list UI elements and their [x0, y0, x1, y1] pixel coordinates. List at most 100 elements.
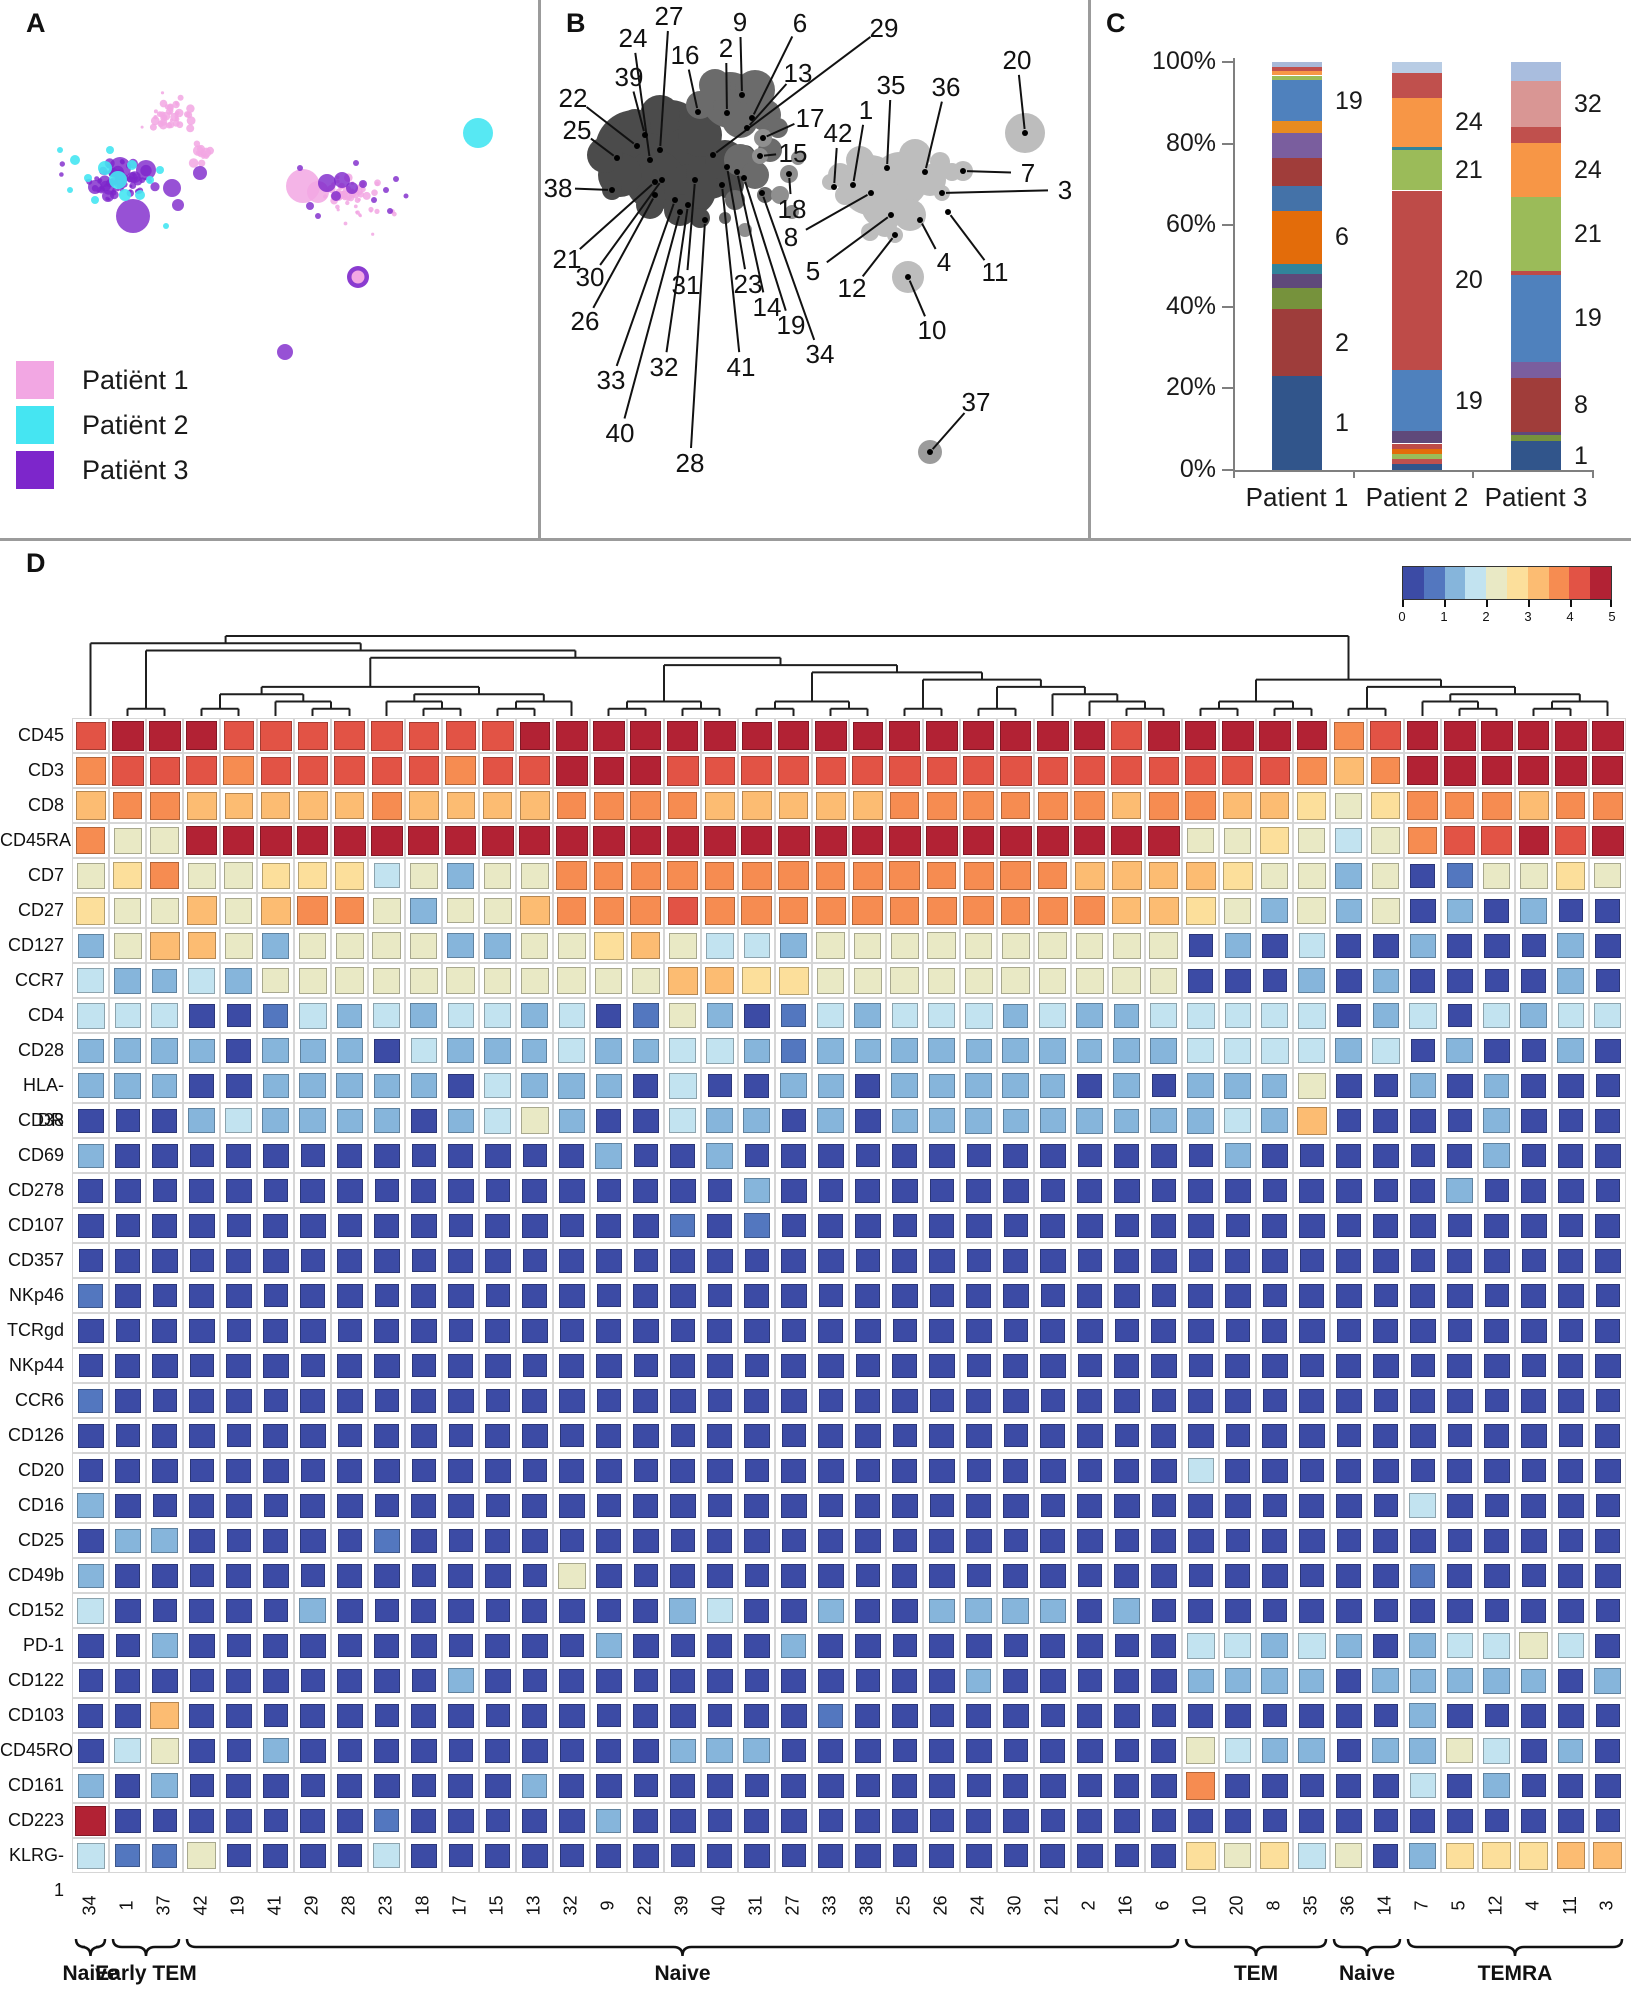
- heatmap-cell: [479, 1628, 516, 1663]
- x-tick: [1472, 470, 1474, 478]
- heatmap-cell: [1404, 1033, 1441, 1068]
- heatmap-cell: [1034, 1733, 1071, 1768]
- heatmap-cell: [220, 1418, 257, 1453]
- heatmap-cell: [1589, 788, 1626, 823]
- heatmap-cell: [109, 1348, 146, 1383]
- heatmap-cell: [146, 1663, 183, 1698]
- heatmap-cell: [1145, 1803, 1182, 1838]
- heatmap-cell: [812, 1523, 849, 1558]
- heatmap-cell: [1441, 1523, 1478, 1558]
- heatmap-cell: [1478, 718, 1515, 753]
- heatmap-cell: [1478, 1628, 1515, 1663]
- heatmap-cell: [368, 1698, 405, 1733]
- heatmap-cell: [738, 1733, 775, 1768]
- heatmap-cell: [442, 1558, 479, 1593]
- heatmap-cell: [294, 1663, 331, 1698]
- heatmap-cell: [812, 928, 849, 963]
- row-label: PD-1: [22, 1635, 64, 1655]
- heatmap-cell: [553, 1313, 590, 1348]
- heatmap-cell: [775, 788, 812, 823]
- heatmap-cell: [516, 1208, 553, 1243]
- bubble: [116, 188, 120, 192]
- heatmap-cell: [1478, 1593, 1515, 1628]
- heatmap-cell: [1108, 1033, 1145, 1068]
- heatmap-cell: [220, 1838, 257, 1873]
- heatmap-cell: [701, 1208, 738, 1243]
- heatmap-cell: [997, 858, 1034, 893]
- heatmap-cell: [109, 1453, 146, 1488]
- heatmap-cell: [1515, 753, 1552, 788]
- bubble: [156, 166, 164, 174]
- heatmap-cell: [331, 1628, 368, 1663]
- heatmap-cell: [1330, 1698, 1367, 1733]
- panel-a-label: A: [26, 8, 46, 38]
- heatmap-cell: [368, 893, 405, 928]
- heatmap-cell: [183, 1243, 220, 1278]
- heatmap-cell: [109, 1733, 146, 1768]
- heatmap-cell: [701, 1523, 738, 1558]
- heatmap-cell: [1219, 1628, 1256, 1663]
- heatmap-cell: [1404, 1243, 1441, 1278]
- heatmap-cell: [775, 823, 812, 858]
- heatmap-cell: [405, 1033, 442, 1068]
- cluster-number-label: 36: [932, 72, 961, 102]
- column-label: 18: [413, 1894, 433, 1916]
- column-label: 14: [1375, 1894, 1395, 1916]
- cluster-number-label: 34: [806, 339, 835, 369]
- row-label: CD69: [17, 1145, 64, 1165]
- heatmap-cell: [1441, 1068, 1478, 1103]
- heatmap-cell: [1256, 1068, 1293, 1103]
- heatmap-cell: [1367, 753, 1404, 788]
- row-label: CD278: [7, 1180, 64, 1200]
- heatmap-cell: [72, 1173, 109, 1208]
- cluster-blob: [725, 190, 745, 210]
- heatmap-cell: [368, 1523, 405, 1558]
- heatmap-cell: [1515, 1033, 1552, 1068]
- heatmap-cell: [1256, 788, 1293, 823]
- bubble: [160, 91, 165, 95]
- heatmap-cell: [1552, 823, 1589, 858]
- heatmap-cell: [886, 1663, 923, 1698]
- heatmap-cell: [146, 1698, 183, 1733]
- heatmap-cell: [738, 788, 775, 823]
- heatmap-cell: [849, 963, 886, 998]
- heatmap-cell: [368, 1733, 405, 1768]
- heatmap-cell: [849, 1733, 886, 1768]
- heatmap-cell: [1478, 1453, 1515, 1488]
- cluster-number-label: 32: [650, 352, 679, 382]
- heatmap-cell: [1589, 1208, 1626, 1243]
- heatmap-cell: [627, 1733, 664, 1768]
- heatmap-cell: [479, 1173, 516, 1208]
- heatmap-cell: [923, 1418, 960, 1453]
- heatmap-cell: [1108, 718, 1145, 753]
- heatmap-cell: [109, 1663, 146, 1698]
- bubble: [188, 158, 199, 168]
- heatmap-cell: [553, 788, 590, 823]
- heatmap-cell: [183, 1593, 220, 1628]
- heatmap-cell: [331, 858, 368, 893]
- heatmap-cell: [1330, 1033, 1367, 1068]
- heatmap-cell: [405, 928, 442, 963]
- heatmap-cell: [1441, 858, 1478, 893]
- heatmap-cell: [923, 858, 960, 893]
- heatmap-cell: [664, 963, 701, 998]
- heatmap-cell: [146, 1418, 183, 1453]
- heatmap-cell: [183, 1138, 220, 1173]
- heatmap-cell: [590, 928, 627, 963]
- heatmap-cell: [1515, 1488, 1552, 1523]
- heatmap-cell: [553, 1138, 590, 1173]
- heatmap-cell: [664, 1488, 701, 1523]
- heatmap-cell: [923, 1768, 960, 1803]
- heatmap-cell: [405, 1593, 442, 1628]
- callout-line: [579, 183, 653, 250]
- heatmap-cell: [146, 753, 183, 788]
- heatmap-cell: [1108, 1663, 1145, 1698]
- heatmap-cell: [1478, 1173, 1515, 1208]
- heatmap-cell: [1330, 1523, 1367, 1558]
- heatmap-cell: [923, 1663, 960, 1698]
- bar-segment: [1392, 97, 1442, 147]
- heatmap-cell: [1441, 1208, 1478, 1243]
- divider-top-bottom: [0, 538, 1631, 541]
- bar-segment: [1511, 196, 1561, 271]
- cluster-dot: [642, 132, 648, 138]
